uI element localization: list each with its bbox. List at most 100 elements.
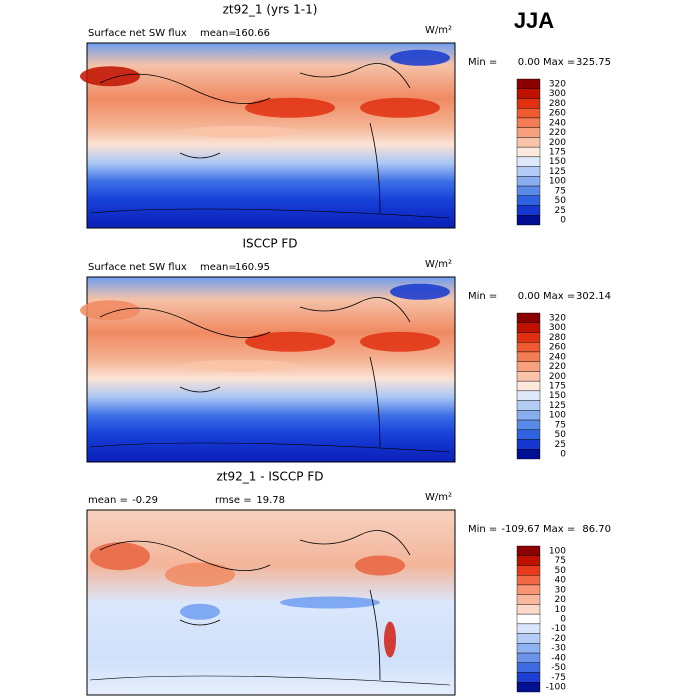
- colorbar-swatch: [516, 88, 541, 99]
- map-region: [165, 562, 235, 587]
- colorbar-swatch: [516, 215, 541, 226]
- map-region: [390, 49, 450, 66]
- colorbar-swatch: [516, 410, 541, 421]
- field-label: Surface net SW flux: [88, 262, 187, 273]
- colorbar-swatch: [516, 594, 541, 605]
- panel-title: zt92_1 - ISCCP FD: [217, 470, 324, 484]
- map-region: [390, 283, 450, 300]
- min-label: Min =: [468, 524, 497, 535]
- units: W/m²: [425, 25, 452, 36]
- max-label: Max =: [543, 57, 575, 68]
- colorbar-label: 50: [555, 430, 567, 440]
- colorbar-label: 0: [560, 216, 566, 226]
- colorbar-label: 25: [555, 206, 566, 216]
- colorbar-label: 50: [555, 196, 567, 206]
- map-region: [360, 97, 440, 118]
- colorbar-label: -10: [551, 624, 566, 634]
- min-value: 0.00: [518, 291, 540, 302]
- colorbar-label: 75: [555, 420, 566, 430]
- colorbar-label: 150: [549, 157, 566, 167]
- colorbar-label: 100: [549, 546, 566, 556]
- colorbar-label: 260: [549, 109, 566, 119]
- colorbar-swatch: [516, 185, 541, 196]
- colorbar-swatch: [516, 176, 541, 187]
- colorbar-swatch: [516, 652, 541, 663]
- colorbar-label: -20: [551, 634, 566, 644]
- colorbar-label: -40: [551, 653, 566, 663]
- colorbar-swatch: [516, 604, 541, 615]
- colorbar-swatch: [516, 584, 541, 595]
- stat-label: mean=: [200, 28, 237, 39]
- colorbar-swatch: [516, 195, 541, 206]
- colorbar-swatch: [516, 390, 541, 401]
- colorbar-label: 320: [549, 313, 566, 323]
- colorbar-swatch: [516, 137, 541, 148]
- coastline: [99, 63, 411, 214]
- colorbar-swatch: [516, 166, 541, 177]
- field-label: Surface net SW flux: [88, 28, 187, 39]
- colorbar-label: -75: [551, 673, 566, 683]
- max-value: 86.70: [582, 524, 611, 535]
- colorbar-label: 200: [549, 372, 566, 382]
- coastline: [89, 442, 451, 453]
- colorbar-swatch: [516, 682, 541, 693]
- max-value: 325.75: [576, 57, 611, 68]
- colorbar-label: 75: [555, 556, 566, 566]
- units: W/m²: [425, 492, 452, 503]
- coastline: [99, 530, 411, 681]
- map-region: [180, 603, 220, 620]
- colorbar-swatch: [516, 633, 541, 644]
- colorbar-label: 20: [555, 595, 567, 605]
- colorbar-swatch: [516, 205, 541, 216]
- map-region: [360, 331, 440, 352]
- colorbar-label: 0: [560, 615, 566, 625]
- colorbar-swatch: [516, 351, 541, 362]
- colorbar-swatch: [516, 107, 541, 119]
- colorbar-label: -30: [551, 644, 566, 654]
- colorbar-label: 175: [549, 382, 566, 392]
- map-region: [80, 66, 140, 87]
- colorbar-swatch: [516, 565, 541, 576]
- map-region: [355, 555, 405, 576]
- colorbar-swatch: [516, 400, 541, 411]
- stat-label: mean =: [88, 495, 128, 506]
- colorbar-label: 125: [549, 401, 566, 411]
- panel-title: zt92_1 (yrs 1-1): [223, 3, 318, 17]
- colorbar-label: 150: [549, 391, 566, 401]
- colorbar-label: 100: [549, 177, 566, 187]
- colorbar-swatch: [516, 439, 541, 450]
- colorbar-label: 200: [549, 138, 566, 148]
- stat-label: rmse =: [215, 495, 252, 506]
- stat-value: -0.29: [132, 495, 158, 506]
- colorbar-label: 220: [549, 128, 566, 138]
- map-region: [80, 300, 140, 321]
- stat-value: 160.66: [235, 28, 270, 39]
- map-region: [280, 596, 380, 609]
- colorbar-label: 10: [555, 605, 567, 615]
- min-value: -109.67: [501, 524, 540, 535]
- colorbar-label: 260: [549, 343, 566, 353]
- max-label: Max =: [543, 291, 575, 302]
- colorbar-swatch: [516, 643, 541, 654]
- colorbar-label: 280: [549, 333, 566, 343]
- colorbar-label: -100: [546, 683, 567, 693]
- stat-value: 160.95: [235, 262, 270, 273]
- colorbar-label: 240: [549, 118, 566, 128]
- colorbar-swatch: [516, 662, 541, 673]
- colorbar-label: 40: [555, 576, 567, 586]
- map-region: [90, 542, 150, 571]
- map-region: [384, 621, 396, 658]
- panel-title: ISCCP FD: [242, 237, 297, 251]
- map-region: [180, 125, 300, 138]
- coastline: [89, 208, 451, 219]
- colorbar-label: 30: [555, 585, 567, 595]
- colorbar-label: 75: [555, 186, 566, 196]
- colorbar-swatch: [516, 371, 541, 382]
- colorbar-swatch: [516, 98, 541, 109]
- colorbar-label: 25: [555, 440, 566, 450]
- colorbar-swatch: [516, 419, 541, 431]
- colorbar-swatch: [516, 672, 541, 683]
- season-label: JJA: [514, 8, 554, 33]
- colorbar-label: 50: [555, 566, 567, 576]
- colorbar-swatch: [516, 623, 541, 634]
